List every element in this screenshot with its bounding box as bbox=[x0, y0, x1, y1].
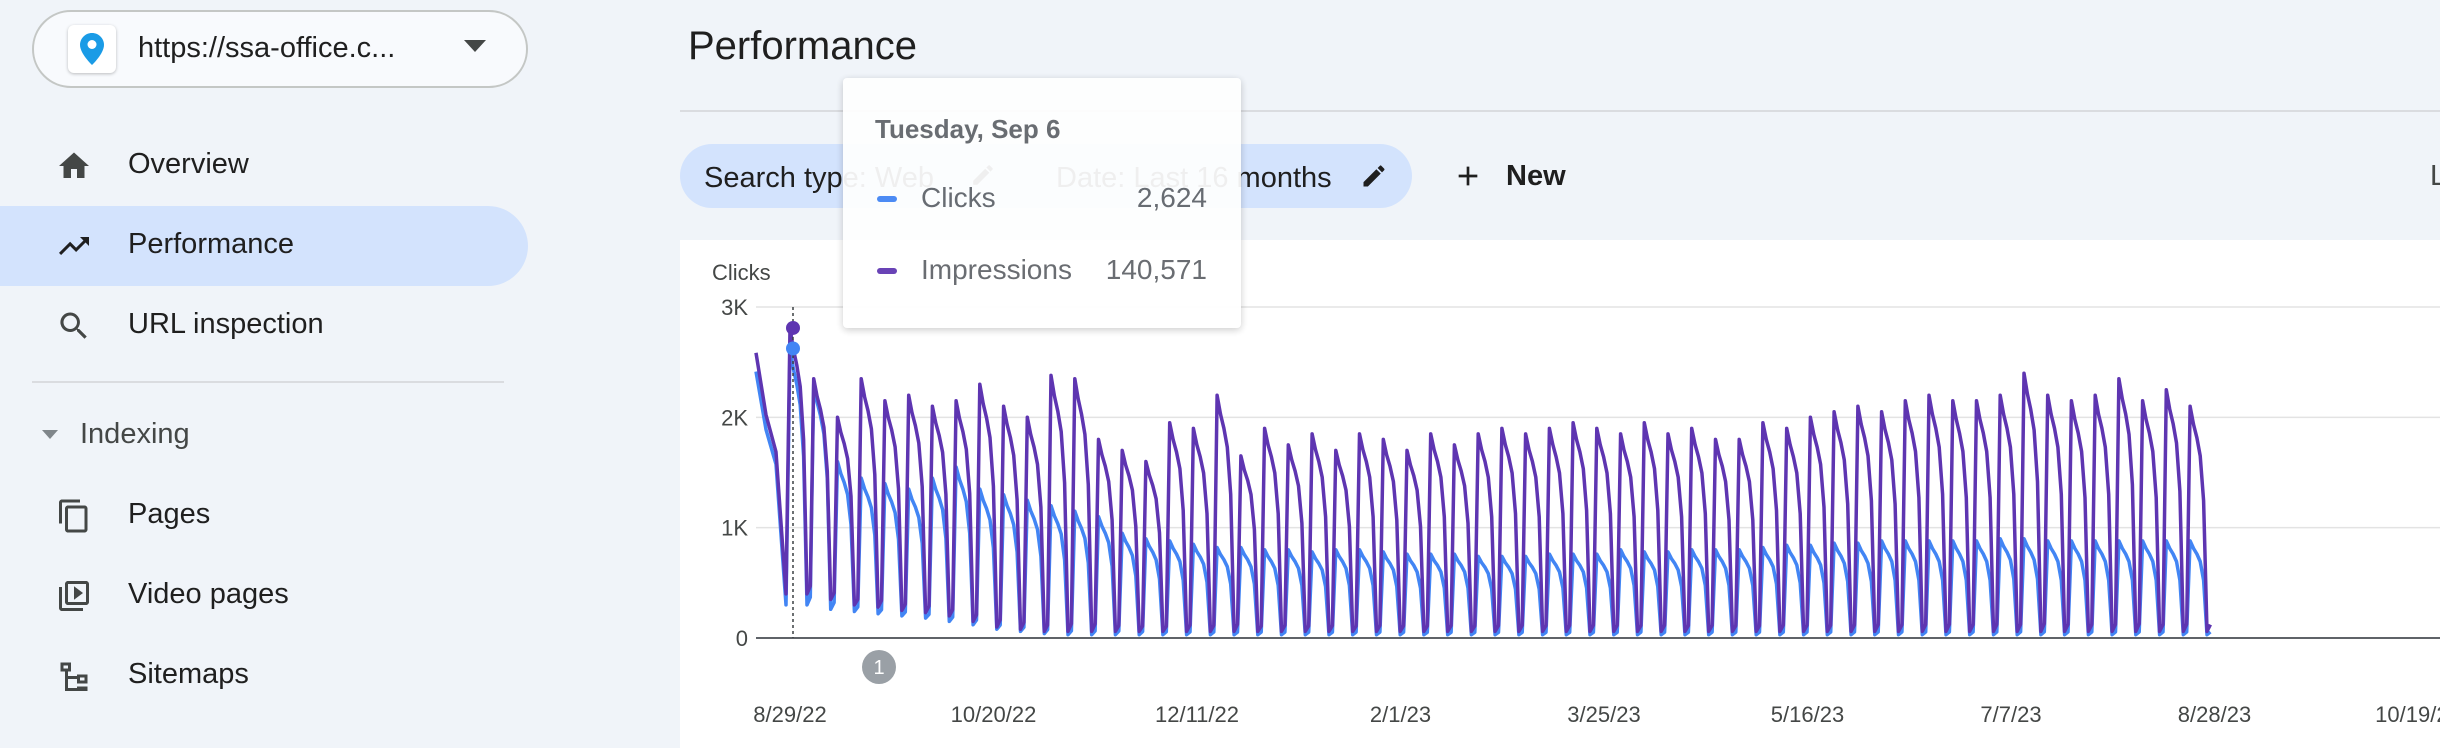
x-tick-label: 2/1/23 bbox=[1370, 702, 1431, 727]
sidebar-item-label: Video pages bbox=[128, 578, 289, 610]
sidebar-item-video-pages[interactable]: Video pages bbox=[0, 556, 528, 636]
tooltip-impressions-label: Impressions bbox=[921, 254, 1072, 285]
new-filter-label: New bbox=[1506, 160, 1566, 192]
impressions-hover-dot bbox=[786, 320, 800, 335]
trending-up-icon bbox=[59, 237, 89, 255]
chart-tooltip: Tuesday, Sep 6 Clicks 2,624 Impressions … bbox=[843, 78, 1241, 328]
x-tick-label: 8/28/23 bbox=[2178, 702, 2251, 727]
page-title: Performance bbox=[688, 24, 917, 68]
sidebar-item-url-inspection[interactable]: URL inspection bbox=[0, 286, 528, 366]
x-tick-label: 10/19/23 bbox=[2375, 702, 2440, 727]
y-axis-label: Clicks bbox=[712, 260, 771, 285]
last-update-label: L bbox=[2430, 160, 2440, 192]
clicks-swatch bbox=[877, 196, 897, 202]
title-divider bbox=[680, 110, 2440, 112]
impressions-swatch bbox=[877, 268, 897, 274]
sidebar-item-label: Pages bbox=[128, 498, 211, 530]
sidebar-item-label: URL inspection bbox=[128, 308, 324, 340]
plus-icon bbox=[1458, 166, 1478, 186]
clicks-hover-dot bbox=[786, 341, 800, 356]
search-icon bbox=[60, 312, 87, 339]
pencil-icon[interactable] bbox=[1360, 162, 1388, 190]
property-url: https://ssa-office.c... bbox=[138, 32, 396, 64]
x-tick-label: 8/29/22 bbox=[753, 702, 826, 727]
tooltip-clicks-value: 2,624 bbox=[1136, 182, 1207, 213]
sidebar-item-label: Sitemaps bbox=[128, 658, 249, 690]
tooltip-impressions-value: 140,571 bbox=[1105, 254, 1207, 285]
y-tick-label: 1K bbox=[721, 516, 748, 541]
sidebar-item-overview[interactable]: Overview bbox=[0, 126, 528, 206]
x-tick-label: 5/16/23 bbox=[1771, 702, 1844, 727]
x-tick-label: 12/11/22 bbox=[1155, 702, 1239, 727]
x-tick-label: 7/7/23 bbox=[1980, 702, 2041, 727]
tooltip-date: Tuesday, Sep 6 bbox=[875, 114, 1061, 144]
home-icon bbox=[59, 152, 89, 178]
pages-icon bbox=[59, 499, 88, 533]
sidebar-item-label: Performance bbox=[128, 228, 295, 260]
sidebar-item-sitemaps[interactable]: Sitemaps bbox=[0, 636, 528, 716]
annotation-marker bbox=[862, 650, 896, 684]
new-filter-button[interactable]: New bbox=[1448, 144, 1588, 208]
annotation-label: 1 bbox=[873, 657, 884, 679]
y-tick-label: 3K bbox=[721, 295, 748, 320]
sidebar: https://ssa-office.c... Overview Perform… bbox=[0, 0, 560, 748]
sidebar-item-label: Overview bbox=[128, 148, 249, 180]
location-pin-icon bbox=[80, 33, 104, 65]
y-tick-label: 2K bbox=[721, 405, 748, 430]
video-pages-icon bbox=[59, 581, 89, 611]
property-selector[interactable]: https://ssa-office.c... bbox=[32, 10, 528, 88]
sidebar-section-label: Indexing bbox=[80, 418, 190, 450]
collapse-triangle-icon bbox=[42, 430, 58, 439]
sidebar-divider bbox=[32, 381, 504, 383]
dropdown-arrow-icon[interactable] bbox=[464, 40, 486, 52]
sidebar-item-pages[interactable]: Pages bbox=[0, 476, 528, 556]
property-favicon bbox=[68, 25, 116, 73]
sidebar-item-performance[interactable]: Performance bbox=[0, 206, 528, 286]
impressions-series-line bbox=[754, 326, 2212, 634]
x-tick-label: 10/20/22 bbox=[951, 702, 1037, 727]
sitemaps-icon bbox=[60, 662, 88, 691]
tooltip-clicks-label: Clicks bbox=[921, 182, 996, 213]
x-tick-label: 3/25/23 bbox=[1567, 702, 1640, 727]
sidebar-section-indexing[interactable]: Indexing bbox=[0, 406, 500, 466]
y-tick-label: 0 bbox=[736, 626, 748, 651]
